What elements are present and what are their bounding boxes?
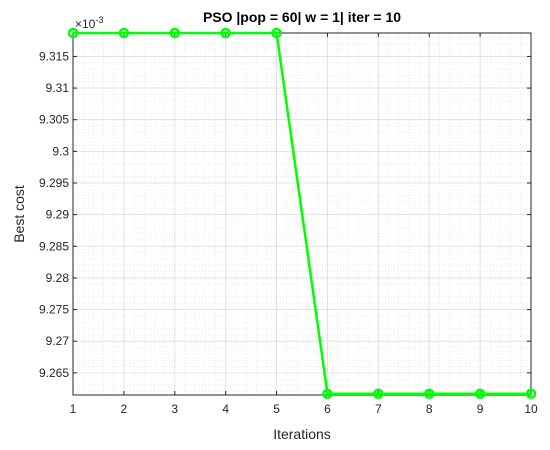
y-exponent-power: -3 (95, 15, 103, 25)
data-point (322, 388, 333, 399)
data-point (118, 27, 130, 39)
y-tick-label: 9.28 (46, 271, 70, 285)
series-layer (67, 27, 537, 399)
x-tick-label: 1 (70, 402, 77, 416)
data-point (169, 27, 181, 39)
chart-title: PSO |pop = 60| w = 1| iter = 10 (203, 9, 401, 25)
x-tick-label: 2 (121, 402, 128, 416)
data-point (271, 27, 282, 39)
y-tick-label: 9.27 (46, 334, 70, 348)
data-point (373, 388, 384, 399)
x-tick-label: 4 (222, 402, 229, 416)
y-exponent-base: ×10 (75, 17, 96, 31)
x-tick-label: 5 (273, 402, 280, 416)
y-tick-label: 9.3 (52, 144, 69, 158)
y-tick-label: 9.305 (39, 113, 69, 127)
y-tick-label: 9.285 (39, 239, 69, 253)
y-exponent-label: ×10-3 (75, 15, 103, 31)
y-tick-label: 9.31 (46, 81, 70, 95)
x-tick-label: 10 (524, 402, 538, 416)
x-tick-label: 3 (171, 402, 178, 416)
x-tick-label: 7 (375, 402, 382, 416)
data-point (525, 388, 537, 399)
y-tick-label: 9.29 (46, 208, 70, 222)
major-grid (72, 33, 532, 395)
series-line (73, 31, 531, 395)
plot-frame (72, 32, 532, 396)
data-point (474, 388, 486, 399)
y-tick-label: 9.275 (39, 303, 69, 317)
y-axis-ticks: 9.265 9.27 9.275 9.28 9.285 9.29 9.295 9.3 9.305… (39, 49, 531, 380)
x-axis-label: Iterations (273, 426, 331, 442)
x-tick-label: 9 (477, 402, 484, 416)
y-tick-label: 9.295 (39, 176, 69, 190)
x-tick-label: 8 (426, 402, 433, 416)
y-axis-label: Best cost (11, 185, 27, 243)
data-point (423, 388, 435, 399)
x-tick-label: 6 (324, 402, 331, 416)
data-point (67, 27, 79, 39)
y-tick-label: 9.315 (39, 49, 69, 63)
y-tick-label: 9.265 (39, 366, 69, 380)
data-point (220, 27, 231, 39)
minor-grid (73, 33, 531, 395)
